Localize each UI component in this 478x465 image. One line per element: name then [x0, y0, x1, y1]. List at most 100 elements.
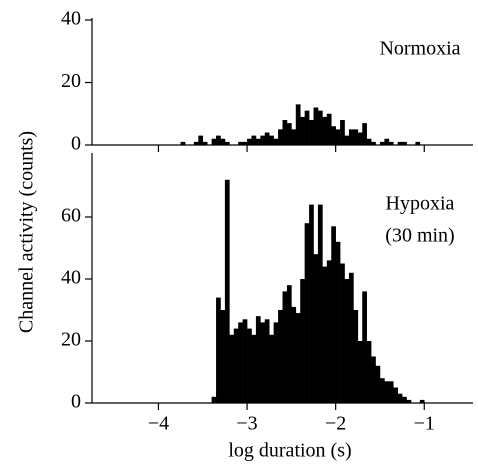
histogram-bar — [366, 341, 372, 403]
histogram-bar — [415, 141, 421, 145]
histogram-bar — [388, 141, 394, 145]
histogram-bar — [255, 138, 261, 145]
histogram-bar — [384, 381, 390, 403]
histogram-bar — [247, 138, 252, 145]
histogram-bar — [211, 138, 217, 145]
histogram-bar — [255, 316, 261, 403]
histogram-bar — [242, 141, 248, 145]
histogram-bar — [313, 254, 319, 403]
y-tick-label: 60 — [61, 205, 81, 227]
histogram-bar — [335, 241, 341, 403]
histogram-bar — [193, 141, 199, 145]
histogram-bar — [375, 365, 381, 403]
histogram-bar — [309, 204, 314, 403]
histogram-bar — [371, 356, 376, 403]
histogram-bar — [340, 120, 345, 145]
histogram-bar — [331, 126, 336, 145]
histogram-bar — [300, 279, 305, 403]
histogram-bar — [388, 381, 394, 403]
histogram-bar — [362, 123, 367, 145]
histogram-bar — [340, 263, 345, 403]
histogram-bar — [220, 310, 226, 403]
histogram-bar — [269, 135, 274, 145]
histogram-bar — [295, 104, 301, 145]
histogram-bar — [322, 266, 328, 403]
histogram-bar — [406, 399, 412, 403]
y-tick-label: 40 — [61, 267, 81, 289]
histogram-bar — [371, 141, 376, 145]
histogram-bar — [309, 120, 314, 145]
histogram-bar — [348, 272, 354, 403]
histogram-bar — [251, 334, 257, 403]
y-tick-label: 0 — [71, 391, 81, 413]
histogram-bar — [322, 116, 328, 145]
histogram-bar — [216, 135, 221, 145]
histogram-bar — [291, 306, 297, 403]
histogram-bar — [304, 110, 310, 145]
histogram-bar — [326, 260, 332, 403]
histogram-bar — [317, 110, 323, 145]
histogram-bar — [251, 135, 257, 145]
histogram-bar — [264, 132, 270, 145]
histogram-bar — [242, 319, 248, 403]
histogram-bar — [211, 396, 217, 403]
histogram-bar — [238, 322, 243, 403]
histogram-bar — [397, 393, 403, 403]
x-tick-label: −3 — [236, 413, 257, 435]
histogram-bar — [402, 396, 407, 403]
histogram-bar — [260, 135, 266, 145]
y-axis-label: Channel activity (counts) — [16, 131, 38, 333]
histogram-bar — [278, 129, 283, 145]
x-tick-label: −2 — [325, 413, 346, 435]
y-tick-label: 20 — [61, 70, 81, 92]
histogram-bar — [224, 179, 230, 403]
y-tick-label: 20 — [61, 329, 81, 351]
histogram-bar — [286, 123, 292, 145]
histogram-bar — [291, 129, 297, 145]
histogram-bar — [198, 135, 204, 145]
histogram-bar — [344, 135, 350, 145]
histogram-bar — [229, 334, 235, 403]
histogram-bar — [313, 107, 319, 145]
histogram-bar — [353, 310, 359, 403]
histogram-bar — [304, 223, 310, 403]
y-tick-label: 40 — [61, 8, 81, 30]
histogram-bar — [326, 113, 332, 145]
histogram-bar — [384, 138, 390, 145]
histogram-bar — [393, 387, 398, 403]
histogram-bar — [202, 141, 208, 145]
histogram-bar — [379, 378, 385, 403]
histogram-bar — [238, 141, 243, 145]
histogram-bar — [220, 138, 226, 145]
histogram-bar — [216, 297, 221, 403]
histogram-bar — [260, 322, 266, 403]
panel-annotation: Hypoxia — [386, 193, 455, 215]
x-tick-label: −4 — [148, 413, 169, 435]
x-tick-label: −1 — [414, 413, 435, 435]
y-tick-label: 0 — [71, 133, 81, 155]
panel-annotation: Normoxia — [379, 38, 460, 60]
x-axis-label: log duration (s) — [228, 440, 351, 462]
histogram-bar — [344, 279, 350, 403]
histogram-bar — [357, 132, 363, 145]
histogram-bar — [402, 141, 407, 145]
histogram-bar — [286, 285, 292, 403]
histogram-bar — [362, 291, 367, 403]
histogram-bar — [331, 226, 336, 403]
histogram-bar — [269, 334, 274, 403]
histogram-bar — [273, 138, 279, 145]
histogram-bar — [300, 116, 305, 145]
panel-annotation: (30 min) — [385, 225, 454, 247]
histogram-bar — [224, 141, 230, 145]
histogram-bar — [247, 328, 252, 403]
histogram-bar — [366, 138, 372, 145]
histogram-bar — [180, 141, 186, 145]
histogram-bar — [317, 204, 323, 403]
histogram-bar — [335, 129, 341, 145]
histogram-bar — [282, 120, 288, 145]
histogram-bar — [282, 291, 288, 403]
histogram-bar — [273, 322, 279, 403]
histogram-bar — [357, 341, 363, 403]
histogram-bar — [233, 328, 239, 403]
